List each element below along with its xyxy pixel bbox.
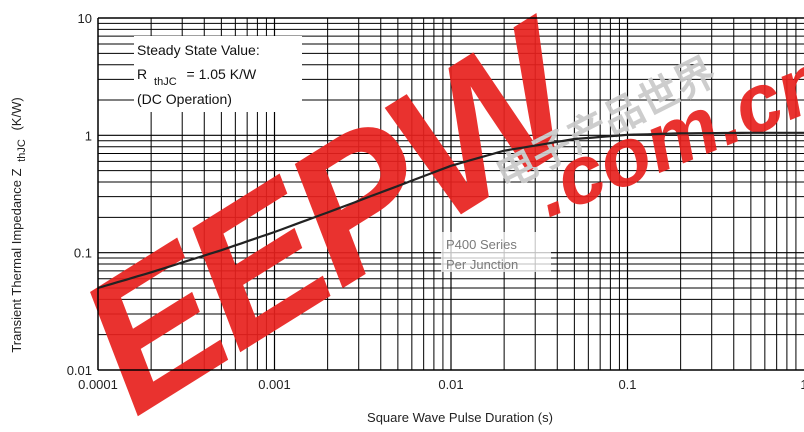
steady-state-line1: Steady State Value: xyxy=(137,42,260,58)
steady-state-r: R xyxy=(137,66,147,82)
series-point xyxy=(750,132,752,134)
series-point xyxy=(326,211,329,214)
series-note-box xyxy=(441,232,551,272)
steady-state-sub: thJC xyxy=(154,76,177,88)
y-tick-label: 0.01 xyxy=(67,363,92,378)
steady-state-value: = 1.05 K/W xyxy=(187,66,257,82)
y-axis-label-unit: (K/W) xyxy=(9,97,24,130)
series-point xyxy=(679,132,682,135)
x-tick-label: 0.1 xyxy=(618,377,636,392)
y-axis-label: Transient Thermal Impedance Z thJC (K/W) xyxy=(9,97,28,352)
series-point xyxy=(220,249,223,251)
steady-state-line2: R thJC = 1.05 K/W xyxy=(137,66,257,88)
tick-labels: 0.0001 0.001 0.01 0.1 1 0.01 0.1 1 10 xyxy=(67,11,804,392)
y-tick-label: 0.1 xyxy=(74,246,92,261)
series-point xyxy=(450,164,452,167)
x-axis-label: Square Wave Pulse Duration (s) xyxy=(367,410,553,425)
series-point xyxy=(573,138,576,140)
steady-state-box xyxy=(134,36,302,112)
series-point xyxy=(150,271,152,274)
x-tick-label: 0.0001 xyxy=(78,377,118,392)
series-point xyxy=(626,134,629,136)
plot-frame xyxy=(97,17,804,371)
series-note-line2: Per Junction xyxy=(446,257,518,272)
x-tick-label: 0.01 xyxy=(438,377,463,392)
x-tick-label: 0.001 xyxy=(258,377,291,392)
series-note-line1: P400 Series xyxy=(446,237,517,252)
y-tick-label: 10 xyxy=(78,11,92,26)
x-tick-label: 1 xyxy=(800,377,804,392)
y-axis-label-main: Transient Thermal Impedance Z xyxy=(9,168,24,352)
series-point xyxy=(503,149,505,152)
series-point xyxy=(397,185,399,187)
series-point xyxy=(273,231,276,233)
steady-state-line3: (DC Operation) xyxy=(137,91,232,107)
y-axis-label-sub: thJC xyxy=(16,139,28,162)
y-tick-label: 1 xyxy=(85,128,92,143)
